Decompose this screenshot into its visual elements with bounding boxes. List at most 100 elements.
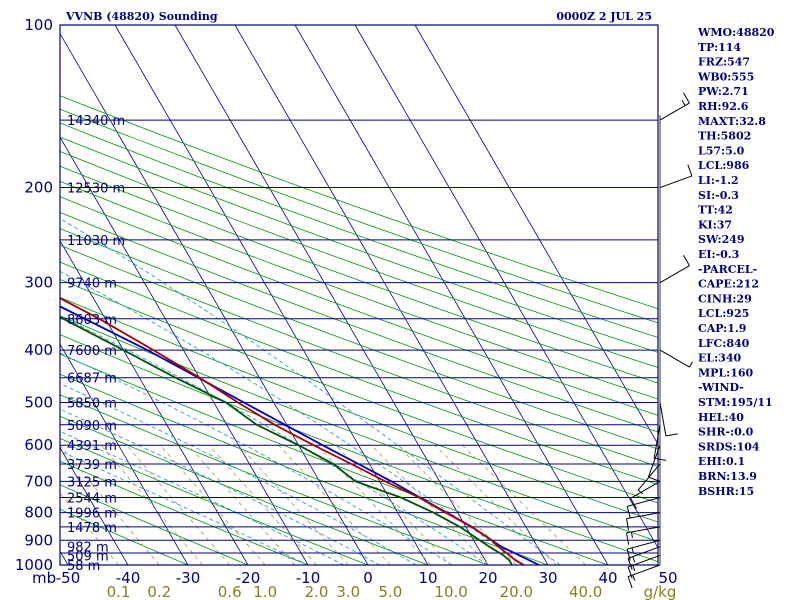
wind-barb-flag bbox=[627, 566, 633, 579]
temperature-tick-label: 20 bbox=[478, 569, 497, 587]
wind-barb bbox=[627, 564, 661, 589]
index-entry: WMO:48820 bbox=[697, 26, 775, 39]
wind-barb-staff bbox=[659, 349, 690, 368]
wind-barb-flag bbox=[637, 489, 644, 495]
index-entry: LCL:925 bbox=[698, 307, 749, 320]
wind-barb bbox=[626, 497, 661, 519]
mixing-ratio-label: 10.0 bbox=[434, 583, 467, 600]
height-label: 5090 m bbox=[67, 419, 117, 434]
wind-barb-staff bbox=[627, 554, 661, 568]
wind-barb bbox=[659, 255, 690, 284]
wind-barb-staff bbox=[627, 546, 661, 559]
pressure-label: 800 bbox=[24, 504, 53, 522]
height-label: 4391 m bbox=[67, 439, 117, 454]
mixing-ratio-label: 20.0 bbox=[500, 583, 533, 600]
isotherm-line bbox=[234, 25, 549, 565]
index-entry: TT:42 bbox=[698, 204, 733, 217]
wind-barb-flag bbox=[626, 548, 631, 561]
index-entry: EL:340 bbox=[698, 352, 741, 365]
height-label: 9740 m bbox=[67, 277, 117, 292]
height-label: 509 m bbox=[67, 549, 109, 564]
index-entry: BSHR:15 bbox=[698, 485, 754, 498]
wind-barb-flag bbox=[632, 574, 636, 581]
index-entry: CAPE:212 bbox=[698, 278, 759, 291]
temperature-tick-label: 0 bbox=[363, 569, 373, 587]
mixing-ratio-line bbox=[60, 492, 119, 565]
index-entry: TH:5802 bbox=[698, 130, 751, 143]
wind-barb-staff bbox=[659, 402, 667, 437]
mixing-ratio-label: 5.0 bbox=[378, 583, 402, 600]
mixing-ratio-label: 0.6 bbox=[218, 583, 242, 600]
temperature-tick-label: 50 bbox=[658, 569, 677, 587]
pressure-unit-label: mb bbox=[32, 569, 56, 587]
isotherm-line bbox=[60, 446, 129, 565]
mixing-ratio-label: 1.0 bbox=[253, 583, 277, 600]
index-entry: PW:2.71 bbox=[698, 85, 749, 98]
index-entry: LFC:840 bbox=[698, 337, 750, 350]
wind-barb-flag bbox=[665, 433, 678, 437]
wind-barb-staff bbox=[647, 445, 661, 478]
temperature-tick-label: -50 bbox=[56, 569, 81, 587]
wind-barb-staff bbox=[627, 497, 661, 507]
height-label: 11030 m bbox=[67, 234, 125, 249]
height-label: 5850 m bbox=[67, 396, 117, 411]
index-entry: SHR-:0.0 bbox=[698, 426, 754, 439]
wind-barb bbox=[626, 512, 661, 531]
height-label: 2544 m bbox=[67, 492, 117, 507]
index-entry: SRDS:104 bbox=[698, 440, 760, 453]
mixing-ratio-unit-label: g/kg bbox=[644, 583, 677, 600]
mixing-ratio-line bbox=[208, 444, 317, 565]
index-entry: STM:195/11 bbox=[698, 396, 773, 409]
wind-barb-flag bbox=[627, 576, 633, 589]
index-entry: KI:37 bbox=[698, 218, 732, 231]
index-entry: WB0:555 bbox=[697, 70, 754, 83]
temperature-tick-label: -20 bbox=[236, 569, 261, 587]
height-label: 982 m bbox=[67, 541, 109, 556]
index-entry: LCL:986 bbox=[698, 159, 750, 172]
mixing-ratio-line bbox=[159, 444, 266, 565]
isotherm-line bbox=[294, 25, 609, 565]
moist-adiabat-line bbox=[60, 450, 309, 565]
index-entry: HEL:40 bbox=[698, 411, 744, 424]
height-label: 8603 m bbox=[67, 313, 117, 328]
mixing-ratio-line bbox=[278, 444, 391, 565]
pressure-label: 100 bbox=[24, 16, 53, 34]
pressure-label: 1000 bbox=[15, 556, 53, 574]
temperature-trace bbox=[60, 297, 525, 565]
mixing-ratio-label: 40.0 bbox=[569, 583, 602, 600]
index-entry: L57:5.0 bbox=[698, 144, 745, 157]
height-label: 7600 m bbox=[67, 344, 117, 359]
sounding-time: 0000Z 2 JUL 25 bbox=[556, 10, 652, 23]
wind-barb bbox=[627, 546, 661, 570]
temperature-tick-label: -10 bbox=[296, 569, 321, 587]
mixing-ratio-line bbox=[371, 444, 490, 565]
wind-barb-flag bbox=[626, 506, 631, 519]
height-label: 58 m bbox=[67, 559, 100, 574]
index-entry: SW:249 bbox=[698, 233, 745, 246]
wind-barb-staff bbox=[659, 265, 690, 284]
dewpoint-trace bbox=[60, 316, 513, 565]
wind-barb-flag bbox=[683, 92, 690, 104]
index-entry: -PARCEL- bbox=[698, 263, 757, 276]
wind-barb-staff bbox=[659, 102, 690, 121]
pressure-label: 900 bbox=[24, 531, 53, 549]
height-label: 6687 m bbox=[67, 372, 117, 387]
mixing-ratio-label: 3.0 bbox=[336, 583, 360, 600]
index-entry: EI:-0.3 bbox=[698, 248, 739, 261]
moist-adiabat-line bbox=[60, 218, 561, 565]
wind-barb-staff bbox=[630, 480, 661, 499]
index-entry: FRZ:547 bbox=[698, 56, 750, 69]
mixing-ratio-line bbox=[60, 445, 160, 565]
wind-barb bbox=[630, 480, 661, 509]
wind-barb-flag bbox=[632, 556, 636, 563]
temperature-tick-label: -40 bbox=[116, 569, 141, 587]
wind-barb bbox=[659, 164, 693, 189]
temperature-tick-label: 10 bbox=[418, 569, 437, 587]
temperature-tick-label: 40 bbox=[598, 569, 617, 587]
wind-barb bbox=[659, 349, 693, 368]
wind-barb-flag bbox=[681, 100, 686, 106]
isotherm-line bbox=[60, 32, 369, 565]
wind-barb-flag bbox=[630, 498, 637, 509]
wind-barb-staff bbox=[627, 564, 661, 578]
